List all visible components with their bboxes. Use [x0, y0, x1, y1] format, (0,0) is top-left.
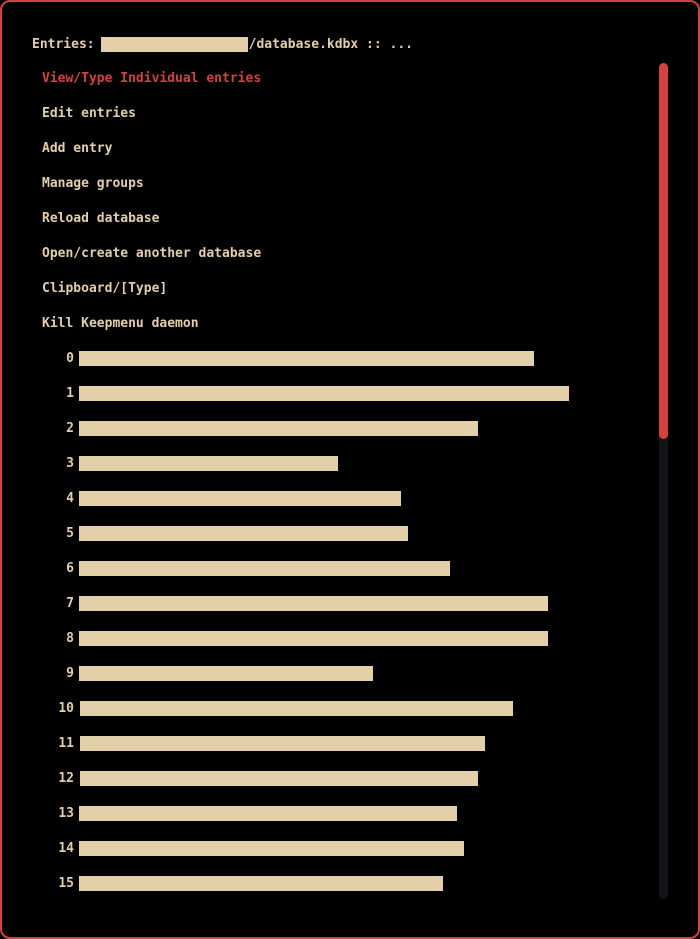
entry-item[interactable]: 1 - [42, 376, 642, 411]
redacted-entry-name [80, 701, 513, 716]
menu-item-add-entry[interactable]: Add entry [42, 141, 113, 156]
redacted-path [100, 36, 248, 52]
entry-item[interactable]: 11 - [42, 726, 642, 761]
entry-item[interactable]: 8 - [42, 621, 642, 656]
entry-number: 7 [66, 596, 74, 611]
entry-number: 1 [66, 386, 74, 401]
entry-number: 6 [66, 561, 74, 576]
redacted-entry-name [79, 806, 457, 821]
entry-item[interactable]: 7 - [42, 586, 642, 621]
redacted-entry-name [79, 841, 464, 856]
entry-item[interactable]: 6 - [42, 551, 642, 586]
entry-item[interactable]: 15 - [42, 866, 642, 901]
entry-number: 2 [66, 421, 74, 436]
redacted-entry-name [79, 561, 450, 576]
redacted-entry-name [79, 631, 548, 646]
redacted-entry-name [79, 666, 373, 681]
entry-number: 10 [58, 701, 74, 716]
redacted-entry-name [79, 456, 338, 471]
entry-item[interactable]: 4 - [42, 481, 642, 516]
redacted-entry-name [80, 771, 478, 786]
entry-number: 5 [66, 526, 74, 541]
entry-item[interactable]: 9 - [42, 656, 642, 691]
entry-number: 4 [66, 491, 74, 506]
redacted-entry-name [79, 596, 548, 611]
entry-item[interactable]: 10 - [42, 691, 642, 726]
entry-number: 15 [58, 876, 74, 891]
entry-number: 12 [58, 771, 74, 786]
entry-number: 14 [58, 841, 74, 856]
redacted-entry-name [79, 526, 408, 541]
menu-item-open-database[interactable]: Open/create another database [42, 246, 262, 261]
menu-item-reload-database[interactable]: Reload database [42, 211, 160, 226]
menu-item-edit-entries[interactable]: Edit entries [42, 106, 136, 121]
redacted-entry-name [79, 491, 401, 506]
prompt-input-ellipsis[interactable]: ... [389, 36, 413, 52]
redacted-entry-name [79, 386, 569, 401]
prompt-path-suffix: /database.kdbx [248, 36, 359, 52]
entry-item[interactable]: 2 - [42, 411, 642, 446]
scrollbar-thumb[interactable] [659, 63, 668, 439]
menu-item-clipboard-type[interactable]: Clipboard/[Type] [42, 281, 168, 296]
entry-item[interactable]: 5 - [42, 516, 642, 551]
menu-item-kill-daemon[interactable]: Kill Keepmenu daemon [42, 316, 199, 331]
entry-item[interactable]: 3 - [42, 446, 642, 481]
entry-number: 11 [58, 736, 74, 751]
redacted-entry-name [79, 421, 478, 436]
entry-item[interactable]: 0 - [42, 341, 642, 376]
entry-item[interactable]: 12 - [42, 761, 642, 796]
prompt-separator: :: [366, 36, 382, 52]
entry-number: 3 [66, 456, 74, 471]
entry-item[interactable]: 14 - [42, 831, 642, 866]
redacted-entry-name [79, 351, 534, 366]
entry-number: 0 [66, 351, 74, 366]
entry-number: 13 [58, 806, 74, 821]
redacted-entry-name [79, 876, 443, 891]
menu-item-view-type[interactable]: View/Type Individual entries [42, 71, 262, 86]
prompt-bar[interactable]: Entries: /database.kdbx :: ... [32, 35, 413, 53]
entry-number: 8 [66, 631, 74, 646]
scrollbar-track[interactable] [659, 63, 668, 899]
entry-number: 9 [66, 666, 74, 681]
entry-item[interactable]: 13 - [42, 796, 642, 831]
menu-item-manage-groups[interactable]: Manage groups [42, 176, 144, 191]
prompt-label: Entries: [32, 36, 95, 52]
menu-list: View/Type Individual entries Edit entrie… [42, 61, 642, 901]
redacted-entry-name [80, 736, 485, 751]
